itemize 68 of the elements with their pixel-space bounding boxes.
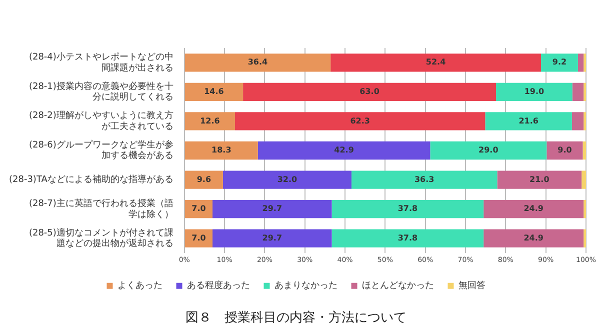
bar bbox=[351, 170, 498, 189]
data-label: 18.3 bbox=[212, 146, 232, 155]
data-label: 9.6 bbox=[196, 174, 212, 184]
data-label: 24.9 bbox=[524, 233, 544, 242]
data-label: 52.4 bbox=[426, 58, 446, 67]
data-label: 9.0 bbox=[558, 146, 572, 155]
data-label: 7.0 bbox=[192, 233, 206, 242]
y-tick-label: (28-5)適切なコメントが付されて課題などの提出物が返却される bbox=[28, 227, 174, 250]
bar bbox=[212, 200, 332, 218]
legend-label: 無回答 bbox=[458, 280, 486, 292]
data-label: 24.9 bbox=[524, 204, 544, 214]
data-label: 62.3 bbox=[350, 116, 370, 126]
legend-label: ほとんどなかった bbox=[362, 281, 434, 292]
data-label: 63.0 bbox=[360, 87, 380, 96]
bar bbox=[184, 170, 223, 189]
data-label: 36.3 bbox=[414, 174, 434, 184]
bar bbox=[222, 170, 352, 189]
bar bbox=[330, 54, 542, 72]
bar bbox=[235, 112, 486, 130]
data-label: 36.4 bbox=[248, 58, 268, 67]
bar bbox=[430, 141, 547, 160]
bar bbox=[332, 229, 484, 248]
y-tick-label: (28-6)グループワークなど学生が参加する機会がある bbox=[28, 139, 174, 162]
y-tick-label: (28-2)理解がしやすいように教え方が工夫されている bbox=[28, 110, 174, 132]
data-label: 29.7 bbox=[262, 233, 282, 242]
legend-label: よくあった bbox=[117, 281, 162, 292]
data-label: 32.0 bbox=[277, 174, 298, 184]
data-label: 14.6 bbox=[204, 87, 224, 96]
bar bbox=[546, 141, 583, 160]
bar bbox=[541, 54, 578, 72]
data-label: 12.6 bbox=[200, 116, 220, 126]
bar bbox=[485, 112, 572, 130]
bar bbox=[184, 82, 244, 102]
bar bbox=[184, 112, 236, 130]
data-label: 37.8 bbox=[398, 233, 418, 242]
bar bbox=[258, 141, 430, 160]
data-label: 9.2 bbox=[552, 58, 567, 67]
bar bbox=[484, 229, 584, 248]
bar bbox=[572, 82, 584, 102]
bar bbox=[184, 229, 213, 248]
bar bbox=[184, 200, 213, 218]
y-tick-label: (28-7)主に英語で行われる授業（語学は除く） bbox=[28, 198, 174, 220]
bar bbox=[212, 229, 332, 248]
bar bbox=[578, 54, 584, 72]
data-label: 21.0 bbox=[530, 174, 550, 184]
bar bbox=[582, 141, 586, 160]
data-label: 37.8 bbox=[398, 204, 418, 214]
bar bbox=[184, 54, 331, 72]
data-label: 7.0 bbox=[192, 204, 206, 214]
data-label: 29.0 bbox=[478, 146, 499, 155]
data-label: 19.0 bbox=[524, 87, 544, 96]
legend-label: あまりなかった bbox=[274, 281, 338, 292]
bar bbox=[184, 141, 258, 160]
bar bbox=[496, 82, 572, 102]
bar bbox=[572, 112, 584, 130]
bar bbox=[484, 200, 584, 218]
data-label: 42.9 bbox=[334, 146, 354, 155]
y-tick-label: (28-4)小テストやレポートなどの中間課題が出される bbox=[28, 52, 174, 74]
data-label: 21.6 bbox=[518, 116, 539, 126]
text: 図８ 授業科目の内容・方法について bbox=[186, 310, 406, 326]
bar bbox=[497, 170, 582, 189]
data-label: 29.7 bbox=[262, 204, 282, 214]
legend-label: ある程度あった bbox=[186, 280, 250, 292]
bar bbox=[582, 170, 586, 189]
bar bbox=[332, 200, 484, 218]
bar bbox=[243, 82, 496, 102]
y-tick-label: (28-1)授業内容の意義や必要性を十分に説明してくれる bbox=[28, 80, 174, 103]
y-tick-label: (28-3)TAなどによる補助的な指導がある bbox=[9, 174, 174, 186]
